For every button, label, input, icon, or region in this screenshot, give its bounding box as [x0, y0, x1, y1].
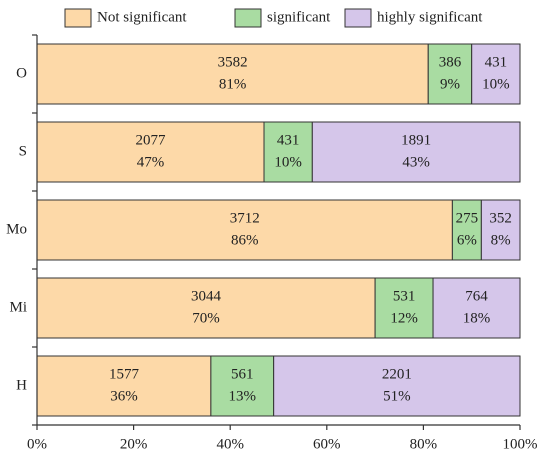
count-label: 2201 [382, 366, 412, 382]
bar-segment [263, 121, 313, 183]
value-label: 70% [192, 310, 220, 326]
legend-label: Not significant [97, 9, 187, 25]
count-label: 275 [456, 210, 479, 226]
value-label: 10% [274, 154, 302, 170]
count-label: 3712 [230, 210, 260, 226]
legend-label: highly significant [377, 9, 483, 25]
bar-segment [36, 277, 376, 339]
value-label: 47% [137, 154, 165, 170]
bar-segment [36, 43, 429, 105]
count-label: 352 [489, 210, 512, 226]
value-label: 81% [219, 76, 247, 92]
count-label: 431 [277, 132, 300, 148]
value-label: 43% [402, 154, 430, 170]
count-label: 3044 [191, 288, 222, 304]
value-label: 86% [231, 232, 259, 248]
x-tick-label: 40% [216, 436, 244, 452]
bar-segment [36, 199, 453, 261]
x-tick-label: 60% [313, 436, 341, 452]
y-tick-label: Mo [6, 221, 27, 237]
y-tick-label: O [16, 65, 27, 81]
value-label: 6% [457, 232, 477, 248]
bar-segment [471, 43, 521, 105]
value-label: 12% [390, 310, 418, 326]
value-label: 36% [110, 388, 138, 404]
legend-swatch [64, 8, 92, 28]
x-tick-label: 20% [120, 436, 148, 452]
bar-segment [374, 277, 434, 339]
x-tick-label: 100% [503, 436, 538, 452]
legend-swatch [234, 8, 262, 28]
count-label: 764 [465, 288, 488, 304]
count-label: 561 [231, 366, 254, 382]
legend-label: significant [267, 9, 331, 25]
count-label: 3582 [218, 54, 248, 70]
bar-segment [451, 199, 482, 261]
x-tick-label: 0% [27, 436, 47, 452]
y-tick-label: H [16, 377, 27, 393]
legend-swatch [344, 8, 372, 28]
count-label: 531 [393, 288, 416, 304]
count-label: 386 [439, 54, 462, 70]
value-label: 9% [440, 76, 460, 92]
value-label: 18% [463, 310, 491, 326]
value-label: 10% [482, 76, 510, 92]
bar-segment [480, 199, 521, 261]
y-tick-label: S [19, 143, 27, 159]
count-label: 431 [485, 54, 508, 70]
bar-segment [311, 121, 521, 183]
count-label: 2077 [136, 132, 167, 148]
bar-segment [36, 355, 212, 417]
count-label: 1577 [109, 366, 140, 382]
bar-segment [210, 355, 275, 417]
x-tick-label: 80% [410, 436, 438, 452]
y-tick-label: Mi [9, 299, 27, 315]
count-label: 1891 [401, 132, 431, 148]
value-label: 51% [383, 388, 411, 404]
bar-segment [273, 355, 521, 417]
bar-segment [427, 43, 473, 105]
bar-segment [36, 121, 265, 183]
value-label: 13% [229, 388, 257, 404]
bar-segment [432, 277, 521, 339]
value-label: 8% [491, 232, 511, 248]
